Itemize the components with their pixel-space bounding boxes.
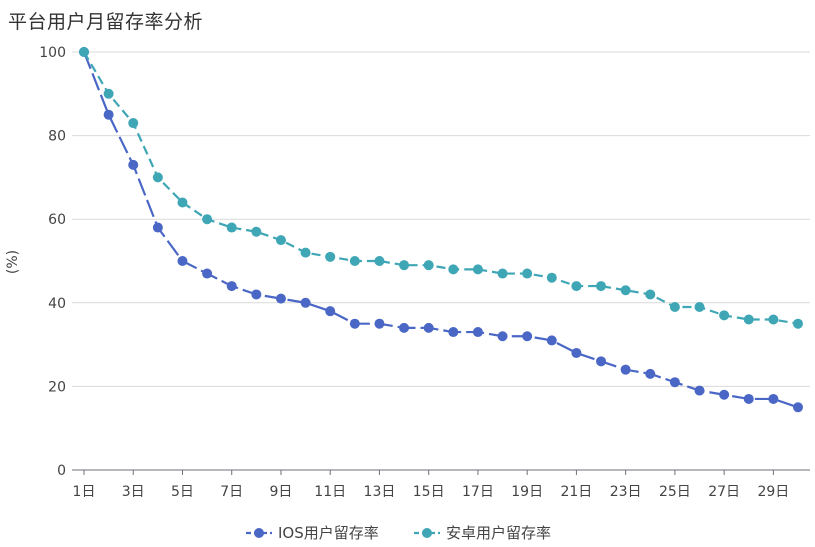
- data-point: [423, 260, 434, 271]
- data-point: [743, 393, 754, 404]
- data-point: [152, 222, 163, 233]
- data-point: [226, 281, 237, 292]
- data-point: [202, 268, 213, 279]
- data-point: [645, 368, 656, 379]
- data-point: [571, 281, 582, 292]
- data-point: [275, 293, 286, 304]
- x-tick-label: 15日: [413, 484, 445, 500]
- x-tick-label: 9日: [270, 484, 293, 500]
- data-point: [497, 268, 508, 279]
- data-point: [251, 226, 262, 237]
- series-line: [83, 51, 799, 325]
- x-tick-label: 7日: [220, 484, 243, 500]
- data-point: [349, 318, 360, 329]
- y-tick-label: 100: [39, 45, 66, 61]
- y-tick-label: 80: [48, 129, 66, 145]
- y-tick-label: 20: [48, 379, 66, 395]
- data-point: [399, 260, 410, 271]
- data-point: [103, 88, 114, 99]
- data-point: [300, 247, 311, 258]
- data-point: [300, 297, 311, 308]
- x-tick-label: 11日: [314, 484, 346, 500]
- chart-title: 平台用户月留存率分析: [8, 11, 204, 33]
- data-point: [546, 272, 557, 283]
- legend-marker: [254, 528, 264, 538]
- legend-marker: [422, 528, 432, 538]
- data-point: [596, 281, 607, 292]
- data-point: [546, 335, 557, 346]
- data-point: [768, 314, 779, 325]
- data-point: [645, 289, 656, 300]
- gridlines: [72, 51, 810, 387]
- data-point: [743, 314, 754, 325]
- data-point: [177, 197, 188, 208]
- data-point: [472, 327, 483, 338]
- data-point: [596, 356, 607, 367]
- data-point: [768, 393, 779, 404]
- legend-label: IOS用户留存率: [278, 524, 379, 542]
- data-point: [177, 256, 188, 266]
- data-point: [571, 347, 582, 358]
- data-point: [694, 301, 705, 312]
- data-point: [399, 322, 410, 333]
- y-tick-label: 60: [48, 212, 66, 228]
- data-point: [694, 385, 705, 396]
- x-tick-label: 19日: [511, 484, 543, 500]
- data-point: [79, 47, 89, 57]
- data-point: [497, 331, 508, 342]
- data-point: [103, 109, 114, 120]
- data-point: [793, 402, 803, 413]
- x-tick-label: 3日: [122, 484, 145, 500]
- data-point: [793, 318, 803, 329]
- x-tick-label: 1日: [73, 484, 96, 500]
- data-point: [251, 289, 262, 300]
- data-point: [226, 222, 237, 233]
- data-point: [152, 172, 163, 183]
- data-point: [275, 235, 286, 246]
- x-tick-label: 5日: [171, 484, 194, 500]
- x-tick-label: 13日: [364, 484, 396, 500]
- x-tick-label: 25日: [659, 484, 691, 500]
- y-axis-title: (%): [5, 250, 21, 274]
- data-point: [719, 310, 730, 321]
- legend-label: 安卓用户留存率: [446, 524, 551, 542]
- data-point: [669, 301, 680, 312]
- data-point: [719, 389, 730, 400]
- data-point: [202, 214, 213, 225]
- data-point: [325, 306, 336, 317]
- data-point: [522, 331, 533, 342]
- data-point: [128, 118, 139, 129]
- data-point: [325, 251, 336, 262]
- data-point: [128, 159, 139, 170]
- x-tick-label: 27日: [708, 484, 740, 500]
- data-point: [423, 322, 434, 333]
- data-point: [620, 364, 631, 375]
- series-line: [82, 51, 799, 409]
- data-point: [448, 327, 459, 338]
- x-tick-label: 21日: [560, 484, 592, 500]
- data-point: [349, 256, 360, 266]
- x-tick-label: 17日: [462, 484, 494, 500]
- data-point: [669, 377, 680, 388]
- data-point: [620, 285, 631, 296]
- y-tick-label: 40: [48, 296, 66, 312]
- data-point: [472, 264, 483, 275]
- y-tick-label: 0: [57, 463, 66, 479]
- data-point: [448, 264, 459, 275]
- series-lines: [79, 47, 803, 413]
- legend: IOS用户留存率 安卓用户留存率: [246, 524, 551, 542]
- data-point: [374, 256, 385, 266]
- x-tick-label: 29日: [757, 484, 789, 500]
- x-tick-label: 23日: [610, 484, 642, 500]
- axes: 0 20 40 60 80 100 1日 3日 5日 7日 9日 11日 13日 15日 17日 19日 21日…: [5, 45, 810, 500]
- data-point: [522, 268, 533, 279]
- data-point: [374, 318, 385, 329]
